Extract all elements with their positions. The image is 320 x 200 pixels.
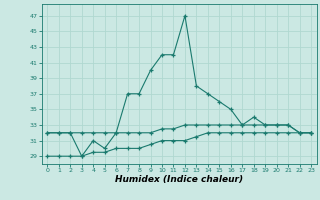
X-axis label: Humidex (Indice chaleur): Humidex (Indice chaleur) [115,175,243,184]
